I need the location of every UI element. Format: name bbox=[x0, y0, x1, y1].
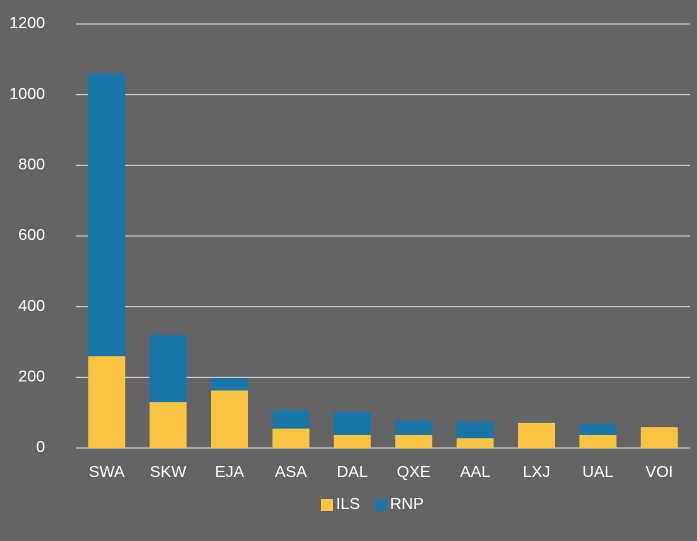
bar-segment bbox=[518, 422, 555, 448]
bar-segment bbox=[333, 434, 371, 448]
legend-swatch bbox=[321, 499, 333, 511]
legend-label: ILS bbox=[336, 496, 360, 513]
bar-segment bbox=[272, 428, 310, 448]
x-tick-label: EJA bbox=[215, 464, 245, 481]
bar-segment bbox=[88, 356, 126, 448]
bar-segment bbox=[149, 334, 187, 403]
legend-swatch bbox=[375, 499, 387, 511]
bar-segment bbox=[149, 402, 187, 448]
y-tick-label: 400 bbox=[18, 298, 45, 315]
y-tick-label: 0 bbox=[36, 439, 45, 456]
x-tick-label: SKW bbox=[150, 464, 187, 481]
y-tick-label: 200 bbox=[18, 369, 45, 386]
x-tick-label: ASA bbox=[275, 464, 307, 481]
bar-segment bbox=[333, 411, 371, 435]
x-tick-label: UAL bbox=[582, 464, 613, 481]
bar-segment bbox=[640, 427, 678, 448]
bar-segment bbox=[88, 73, 126, 357]
y-tick-label: 800 bbox=[18, 157, 45, 174]
bar-segment bbox=[456, 421, 494, 439]
bar-segment bbox=[395, 420, 433, 435]
bar-segment bbox=[579, 423, 617, 435]
x-tick-label: QXE bbox=[397, 464, 431, 481]
legend-label: RNP bbox=[390, 496, 424, 513]
x-tick-label: VOI bbox=[646, 464, 674, 481]
bar-segment bbox=[456, 438, 494, 448]
y-tick-label: 1200 bbox=[9, 15, 45, 32]
bar-segment bbox=[579, 434, 617, 448]
x-tick-label: SWA bbox=[89, 464, 125, 481]
bar-segment bbox=[211, 378, 248, 391]
x-tick-label: AAL bbox=[460, 464, 490, 481]
x-tick-label: DAL bbox=[337, 464, 368, 481]
bar-segment bbox=[211, 390, 248, 448]
y-tick-label: 1000 bbox=[9, 86, 45, 103]
y-tick-label: 600 bbox=[18, 227, 45, 244]
x-tick-label: LXJ bbox=[523, 464, 551, 481]
bar-segment bbox=[272, 410, 310, 429]
bar-segment bbox=[395, 434, 433, 448]
